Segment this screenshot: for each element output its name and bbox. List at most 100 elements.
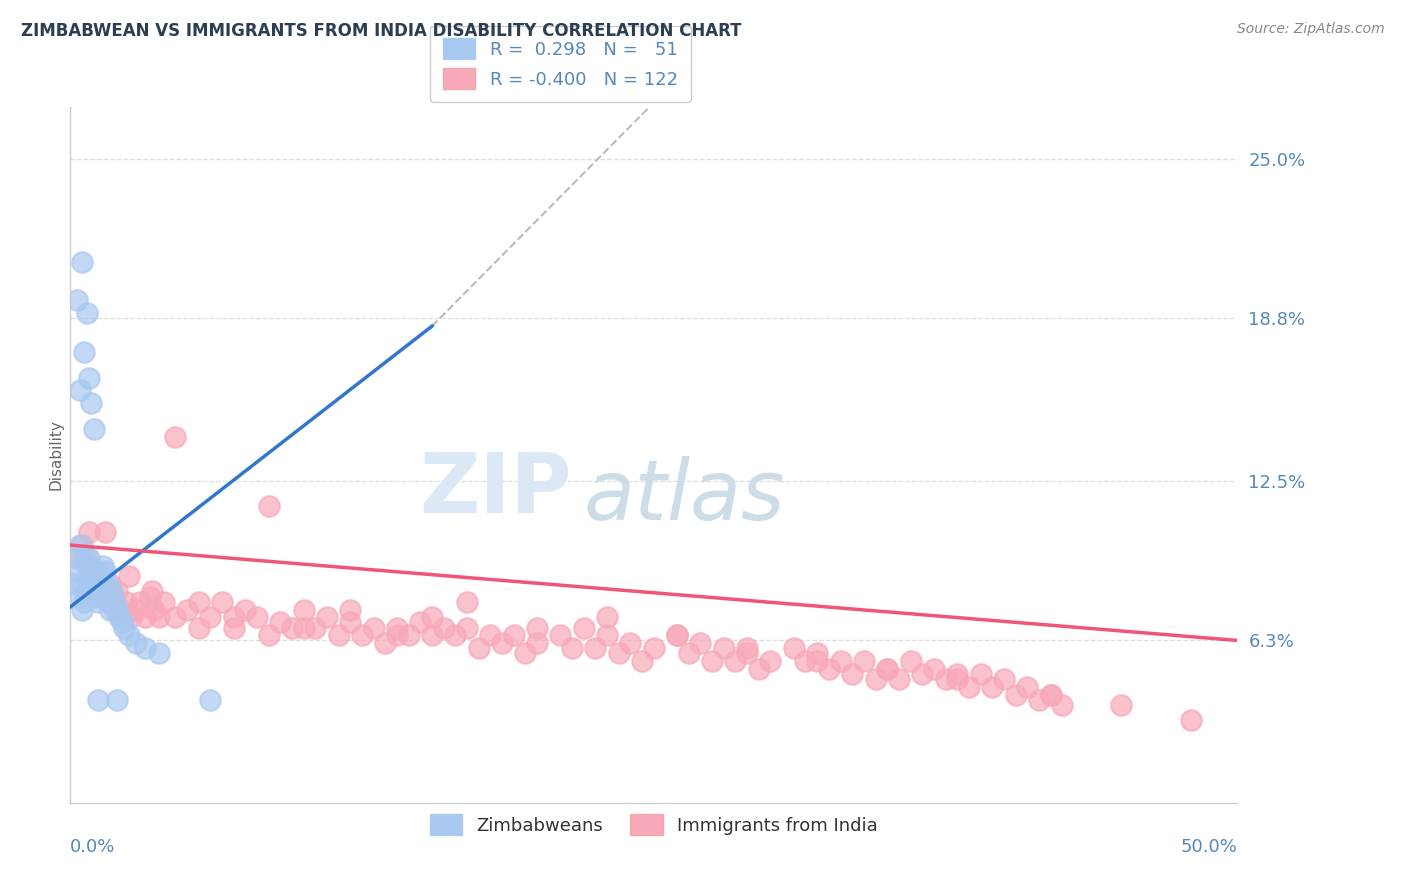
Point (98, 602, 121, 616)
Point (91, 569, 114, 583)
Point (187, 621, 209, 635)
Point (69, 384, 91, 398)
Point (759, 654, 782, 668)
Point (281, 621, 304, 635)
Point (596, 610, 619, 624)
Text: ZIMBABWEAN VS IMMIGRANTS FROM INDIA DISABILITY CORRELATION CHART: ZIMBABWEAN VS IMMIGRANTS FROM INDIA DISA… (21, 22, 741, 40)
Point (222, 610, 245, 624)
Point (911, 667, 934, 681)
Text: ZIP: ZIP (419, 450, 572, 530)
Point (550, 628, 572, 642)
Point (73, 595, 96, 609)
Point (1039, 688, 1062, 702)
Point (398, 628, 420, 642)
Point (689, 636, 711, 650)
Point (108, 610, 131, 624)
Text: 50.0%: 50.0% (1181, 838, 1237, 855)
Point (77, 569, 100, 583)
Point (104, 602, 127, 616)
Point (409, 615, 432, 630)
Point (77, 525, 100, 540)
Point (66, 564, 89, 578)
Point (794, 654, 817, 668)
Point (619, 636, 641, 650)
Point (841, 667, 863, 681)
Point (969, 667, 991, 681)
Point (187, 595, 209, 609)
Point (1028, 692, 1050, 706)
Point (84, 582, 107, 596)
Point (97, 595, 120, 609)
Legend: Zimbabweans, Immigrants from India: Zimbabweans, Immigrants from India (422, 807, 886, 842)
Point (946, 667, 969, 681)
Text: 0.0%: 0.0% (70, 838, 115, 855)
Point (934, 672, 956, 686)
Point (70, 602, 93, 616)
Point (233, 602, 256, 616)
Point (118, 628, 141, 642)
Point (200, 692, 222, 706)
Point (420, 628, 443, 642)
Point (115, 595, 138, 609)
Point (148, 646, 170, 660)
Point (129, 595, 152, 609)
Point (643, 641, 665, 656)
Point (515, 646, 537, 660)
Point (87, 576, 110, 591)
Point (97, 595, 120, 609)
Point (922, 662, 945, 676)
Point (713, 641, 735, 656)
Point (269, 615, 291, 630)
Point (73, 344, 96, 359)
Point (1017, 680, 1039, 694)
Point (607, 646, 630, 660)
Point (572, 621, 595, 635)
Point (328, 628, 350, 642)
Point (90, 576, 112, 591)
Point (66, 293, 89, 308)
Point (993, 672, 1015, 686)
Point (80, 558, 103, 573)
Point (735, 641, 758, 656)
Point (1109, 698, 1132, 712)
Point (876, 662, 898, 676)
Point (94, 525, 117, 540)
Point (94, 584, 117, 599)
Text: Source: ZipAtlas.com: Source: ZipAtlas.com (1237, 22, 1385, 37)
Point (70, 576, 93, 591)
Point (152, 595, 174, 609)
Point (433, 621, 456, 635)
Point (176, 602, 198, 616)
Point (666, 628, 689, 642)
Point (526, 636, 548, 650)
Point (596, 628, 619, 642)
Point (467, 641, 491, 656)
Point (94, 564, 117, 578)
Point (77, 551, 100, 566)
Point (585, 641, 607, 656)
Point (83, 569, 105, 583)
Point (104, 595, 127, 609)
Point (946, 672, 969, 686)
Point (91, 558, 114, 573)
Point (90, 590, 112, 604)
Text: atlas: atlas (583, 456, 786, 537)
Point (491, 636, 513, 650)
Point (90, 569, 112, 583)
Point (702, 654, 724, 668)
Point (479, 628, 502, 642)
Point (1004, 688, 1026, 702)
Point (69, 590, 91, 604)
Point (66, 551, 89, 566)
Point (865, 672, 887, 686)
Point (363, 621, 385, 635)
Point (105, 584, 128, 599)
Point (80, 396, 103, 410)
Point (900, 654, 922, 668)
Point (141, 584, 163, 599)
Point (134, 641, 156, 656)
Point (526, 621, 548, 635)
Point (1180, 714, 1202, 728)
Point (83, 569, 105, 583)
Point (200, 610, 222, 624)
